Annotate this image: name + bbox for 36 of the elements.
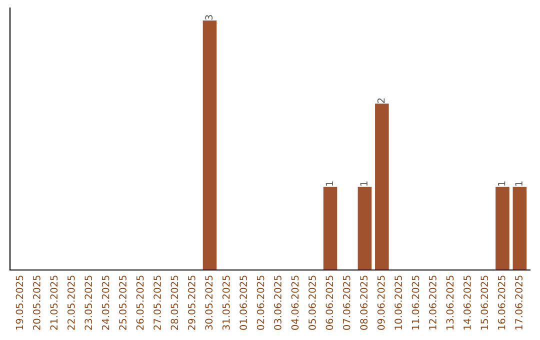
x-tick-label: 08.06.2025: [360, 276, 368, 330]
data-label: 2: [377, 98, 385, 103]
x-tick-label: 23.05.2025: [84, 276, 92, 330]
x-tick-label: 10.06.2025: [394, 276, 402, 330]
data-label: 1: [498, 182, 506, 186]
x-tick-label: 27.05.2025: [154, 276, 161, 330]
x-tick-label: 04.06.2025: [291, 276, 299, 330]
data-label: 1: [360, 182, 368, 186]
x-tick-label: 29.05.2025: [188, 276, 196, 330]
x-tick-label: 02.06.2025: [256, 276, 264, 330]
x-tick-label: 09.06.2025: [377, 276, 385, 330]
x-tick-label: 01.06.2025: [240, 276, 247, 330]
x-tick-label: 13.06.2025: [446, 276, 454, 330]
x-tick-label: 19.05.2025: [16, 276, 24, 330]
x-tick-label: 31.05.2025: [222, 276, 230, 330]
x-tick-label: 17.06.2025: [515, 276, 522, 330]
x-tick-label: 07.06.2025: [342, 276, 350, 330]
x-tick-label: 20.05.2025: [33, 276, 40, 330]
data-label: 3: [205, 15, 213, 20]
x-tick-label: 24.05.2025: [102, 276, 110, 330]
x-tick-label: 28.05.2025: [170, 276, 178, 330]
x-tick-label: 22.05.2025: [67, 276, 75, 330]
x-tick-label: 15.06.2025: [480, 276, 488, 330]
x-tick-label: 16.06.2025: [498, 276, 506, 330]
x-tick-label: 12.06.2025: [429, 276, 436, 330]
x-tick-label: 30.05.2025: [205, 276, 213, 330]
x-tick-label: 05.06.2025: [308, 276, 316, 330]
x-tick-label: 21.05.2025: [50, 276, 58, 330]
x-tick-label: 11.06.2025: [412, 276, 420, 330]
data-label: 1: [326, 182, 333, 186]
x-tick-label: 06.06.2025: [326, 276, 334, 330]
x-tick-label: 14.06.2025: [463, 276, 471, 330]
x-tick-label: 25.05.2025: [119, 276, 126, 330]
x-tick-label: 03.06.2025: [274, 276, 282, 330]
data-label: 1: [515, 182, 522, 186]
x-tick-label: 26.05.2025: [136, 276, 144, 330]
